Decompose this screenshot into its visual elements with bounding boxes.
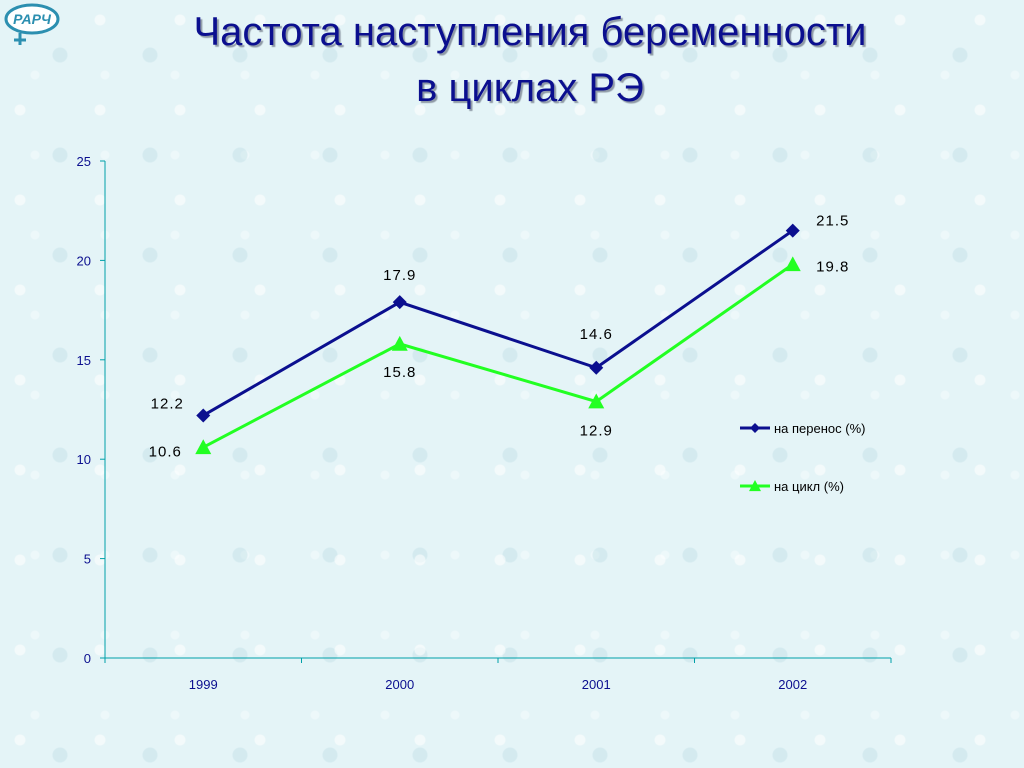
data-label: 17.9: [383, 267, 416, 284]
data-label: 19.8: [816, 258, 849, 275]
y-tick-label: 5: [84, 552, 91, 567]
data-label: 10.6: [149, 443, 182, 460]
x-tick-label: 2001: [582, 677, 611, 692]
chart-data-labels: 12.2 17.9 14.6 21.5 10.6 15.8 12.9 19.8: [149, 213, 849, 461]
data-label: 12.2: [151, 395, 184, 412]
y-tick-label: 10: [77, 452, 91, 467]
x-tick-label: 2000: [385, 677, 414, 692]
chart-legend: на перенос (%) на цикл (%): [740, 421, 866, 494]
y-tick-label: 0: [84, 651, 91, 666]
logo-text: РАРЧ: [13, 11, 52, 27]
legend-label: на перенос (%): [774, 421, 866, 436]
title-line-1: Частота наступления беременности: [193, 10, 867, 54]
legend-marker-diamond: [750, 423, 760, 433]
legend-marker-triangle: [749, 480, 761, 492]
chart-axes: 0 5 10 15 20 25 1999 2000 2001 2002: [77, 154, 892, 692]
series-line: [202, 263, 794, 449]
data-label: 14.6: [580, 326, 613, 343]
data-point-diamond: [785, 223, 800, 238]
data-label: 12.9: [580, 423, 613, 440]
data-label: 15.8: [383, 364, 416, 381]
y-tick-label: 15: [77, 353, 91, 368]
logo: РАРЧ: [2, 2, 60, 46]
legend-label: на цикл (%): [774, 479, 844, 494]
y-tick-label: 25: [77, 154, 91, 169]
female-symbol-icon: РАРЧ: [4, 3, 60, 45]
x-tick-label: 2002: [778, 677, 807, 692]
y-tick-label: 20: [77, 253, 91, 268]
page-title: Частота наступления беременности в цикла…: [130, 4, 930, 116]
chart-series: [195, 223, 801, 455]
series-line: [202, 229, 794, 417]
data-label: 21.5: [816, 213, 849, 230]
title-line-2: в циклах РЭ: [416, 66, 644, 110]
data-point-diamond: [589, 360, 604, 375]
data-point-triangle: [588, 393, 605, 409]
data-point-diamond: [392, 295, 407, 310]
data-point-triangle: [391, 335, 408, 351]
data-point-diamond: [196, 408, 211, 423]
data-point-triangle: [784, 256, 801, 272]
data-point-triangle: [195, 439, 212, 455]
x-tick-label: 1999: [189, 677, 218, 692]
